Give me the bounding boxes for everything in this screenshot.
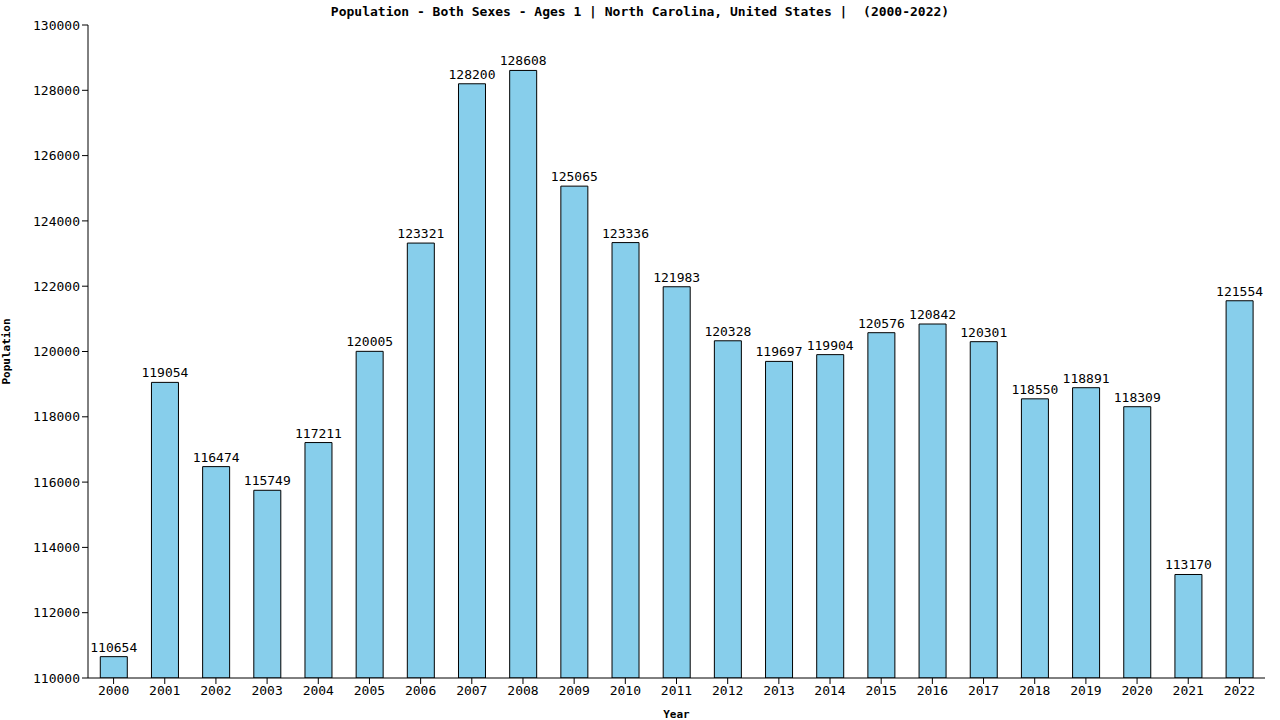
svg-text:2005: 2005 — [354, 683, 385, 698]
svg-text:110000: 110000 — [33, 671, 80, 686]
svg-text:2019: 2019 — [1070, 683, 1101, 698]
svg-text:118891: 118891 — [1063, 371, 1110, 386]
svg-text:119054: 119054 — [141, 365, 188, 380]
svg-text:114000: 114000 — [33, 540, 80, 555]
svg-text:2016: 2016 — [917, 683, 948, 698]
svg-text:112000: 112000 — [33, 605, 80, 620]
svg-text:113170: 113170 — [1165, 557, 1212, 572]
svg-text:Population: Population — [8, 318, 13, 384]
svg-text:2009: 2009 — [558, 683, 589, 698]
svg-text:2010: 2010 — [610, 683, 641, 698]
html-text:Population - Both Sexes - Ages: Population - Both Sexes - Ages 1 | North… — [330, 4, 950, 19]
svg-text:117211: 117211 — [295, 426, 342, 441]
svg-text:2012: 2012 — [712, 683, 743, 698]
svg-text:2021: 2021 — [1173, 683, 1204, 698]
svg-text:126000: 126000 — [33, 148, 80, 163]
svg-text:124000: 124000 — [33, 214, 80, 229]
svg-text:2013: 2013 — [763, 683, 794, 698]
svg-text:122000: 122000 — [33, 279, 80, 294]
svg-text:116000: 116000 — [33, 475, 80, 490]
svg-text:119697: 119697 — [756, 344, 803, 359]
svg-text:128608: 128608 — [500, 53, 547, 68]
svg-text:119904: 119904 — [807, 338, 854, 353]
svg-text:2000: 2000 — [98, 683, 129, 698]
svg-text:116474: 116474 — [193, 450, 240, 465]
svg-text:121554: 121554 — [1216, 284, 1263, 299]
svg-text:2001: 2001 — [149, 683, 180, 698]
svg-text:2008: 2008 — [507, 683, 538, 698]
svg-text:2015: 2015 — [866, 683, 897, 698]
svg-text:2011: 2011 — [661, 683, 692, 698]
svg-text:130000: 130000 — [33, 18, 80, 33]
svg-text:2002: 2002 — [200, 683, 231, 698]
svg-text:120301: 120301 — [960, 325, 1007, 340]
svg-text:2004: 2004 — [303, 683, 334, 698]
svg-text:123321: 123321 — [397, 226, 444, 241]
svg-text:118309: 118309 — [1114, 390, 1161, 405]
svg-text:2018: 2018 — [1019, 683, 1050, 698]
svg-text:120576: 120576 — [858, 316, 905, 331]
svg-text:128200: 128200 — [449, 67, 496, 82]
svg-text:120005: 120005 — [346, 334, 393, 349]
svg-text:120000: 120000 — [33, 344, 80, 359]
svg-text:2003: 2003 — [251, 683, 282, 698]
svg-text:2006: 2006 — [405, 683, 436, 698]
svg-text:125065: 125065 — [551, 169, 598, 184]
svg-text:2007: 2007 — [456, 683, 487, 698]
svg-text:2017: 2017 — [968, 683, 999, 698]
svg-text:2020: 2020 — [1121, 683, 1152, 698]
svg-text:2022: 2022 — [1224, 683, 1255, 698]
svg-text:2014: 2014 — [814, 683, 845, 698]
svg-text:115749: 115749 — [244, 473, 291, 488]
svg-text:120842: 120842 — [909, 307, 956, 322]
svg-text:118000: 118000 — [33, 409, 80, 424]
svg-text:110654: 110654 — [90, 640, 137, 655]
svg-text:121983: 121983 — [653, 270, 700, 285]
svg-text:118550: 118550 — [1011, 382, 1058, 397]
svg-text:120328: 120328 — [704, 324, 751, 339]
svg-text:128000: 128000 — [33, 83, 80, 98]
svg-text:Year: Year — [663, 708, 690, 720]
svg-text:123336: 123336 — [602, 226, 649, 241]
